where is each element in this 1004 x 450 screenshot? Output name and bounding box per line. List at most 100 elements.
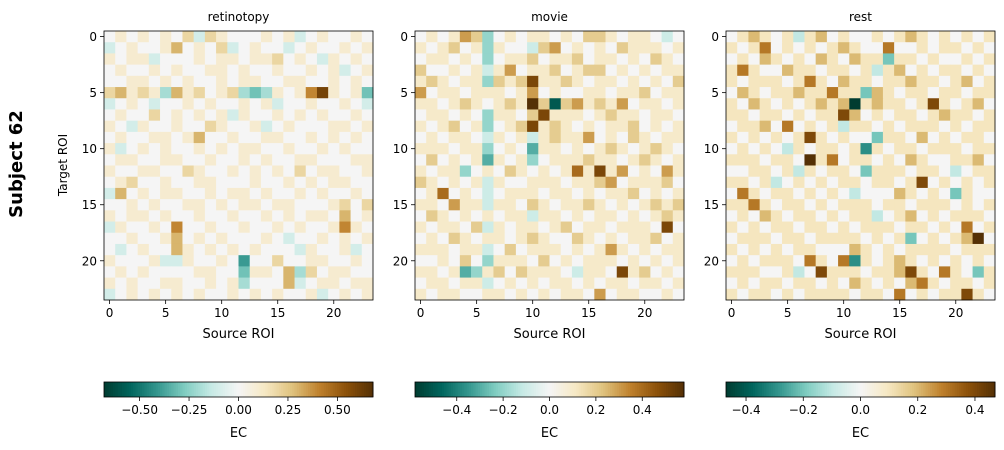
heatmap-cell [216, 165, 228, 178]
heatmap-cell [283, 210, 295, 222]
heatmap-cell [504, 109, 517, 122]
heatmap-cell [571, 131, 584, 144]
heatmap-cell [594, 109, 606, 122]
heatmap-cell [650, 120, 662, 133]
heatmap-cell [549, 98, 562, 110]
heatmap-cell [316, 266, 329, 278]
heatmap-cell [227, 143, 239, 155]
colorbar-segment [294, 382, 298, 397]
colorbar-segment [574, 382, 577, 397]
heatmap-cell [894, 109, 906, 122]
heatmap-cell [759, 266, 772, 278]
heatmap-cell [748, 277, 761, 290]
heatmap-cell [826, 64, 839, 77]
heatmap-cell [759, 64, 772, 77]
heatmap-cell [339, 42, 351, 54]
heatmap-cell [927, 131, 940, 144]
heatmap-cell [627, 288, 640, 301]
heatmap-cell [782, 143, 794, 155]
colorbar-segment [770, 382, 774, 397]
heatmap-cell [137, 143, 150, 155]
heatmap-cell [905, 131, 917, 144]
heatmap-cell [316, 232, 329, 245]
colorbar-segment [491, 382, 494, 397]
heatmap-cell [350, 221, 363, 234]
heatmap-cell [571, 210, 584, 222]
heatmap-cell [983, 199, 996, 211]
heatmap-cell [160, 75, 172, 88]
heatmap-cell [171, 64, 183, 77]
heatmap-cell [571, 31, 584, 43]
heatmap-cell [504, 210, 517, 222]
colorbar-segment [835, 382, 839, 397]
colorbar-segment [301, 382, 305, 397]
heatmap-cell [538, 120, 550, 133]
heatmap-cell [283, 176, 295, 189]
colorbar-segment [238, 382, 242, 397]
heatmap-cell [361, 232, 374, 245]
heatmap-cell [471, 210, 483, 222]
colorbar-segment [748, 382, 752, 397]
heatmap-cell [849, 288, 861, 301]
heatmap-cell [305, 255, 318, 267]
heatmap-cell [672, 277, 685, 290]
heatmap-cell [605, 42, 618, 54]
heatmap-cell [961, 64, 973, 77]
heatmap-cell [471, 53, 483, 66]
heatmap-cell [782, 64, 794, 77]
colorbar-segment [650, 382, 654, 397]
y-tick-label: 5 [400, 86, 408, 100]
heatmap-cell [515, 154, 528, 166]
axes-frame [414, 30, 685, 301]
heatmap-cell [272, 87, 284, 99]
heatmap-cell [571, 266, 584, 278]
heatmap-cell [726, 31, 738, 43]
heatmap-cell [160, 266, 172, 278]
heatmap-cell [782, 232, 794, 245]
heatmap-cell [804, 288, 817, 301]
heatmap-cell [726, 75, 738, 88]
colorbar-segment [777, 382, 781, 397]
heatmap-cell [549, 266, 562, 278]
heatmap-cell [560, 31, 573, 43]
heatmap-cell [283, 98, 295, 110]
heatmap-cell [538, 53, 550, 66]
heatmap-cell [650, 165, 662, 178]
heatmap-cell [339, 199, 351, 211]
heatmap-cell [482, 199, 494, 211]
heatmap-cell [838, 42, 850, 54]
colorbar-segment [923, 382, 927, 397]
heatmap-cell [437, 277, 450, 290]
colorbar-label: EC [541, 426, 558, 441]
colorbar-segment [511, 382, 515, 397]
heatmap-cell [748, 42, 761, 54]
heatmap-cell [770, 53, 783, 66]
heatmap-cell [782, 176, 794, 189]
heatmap-cell [515, 87, 528, 99]
heatmap-cell [126, 232, 139, 245]
colorbar-segment [730, 382, 734, 397]
heatmap-cell [294, 187, 307, 200]
heatmap-cell [616, 120, 629, 133]
heatmap-cell [737, 64, 749, 77]
heatmap-cell [160, 143, 172, 155]
heatmap-cell [193, 277, 206, 290]
heatmap-cell [826, 143, 839, 155]
heatmap-cell [415, 210, 427, 222]
heatmap-cell [894, 176, 906, 189]
heatmap-grid [726, 31, 996, 301]
heatmap-cell [437, 109, 450, 122]
heatmap-cell [104, 154, 116, 166]
heatmap-cell [126, 131, 139, 144]
heatmap-cell [126, 154, 139, 166]
heatmap-cell [137, 131, 150, 144]
heatmap-cell [216, 109, 228, 122]
heatmap-cell [983, 221, 996, 234]
heatmap-cell [672, 165, 685, 178]
colorbar-segment [222, 382, 226, 397]
colorbar-segment [146, 382, 150, 397]
heatmap-cell [726, 199, 738, 211]
heatmap-cell [882, 288, 895, 301]
heatmap-cell [515, 176, 528, 189]
heatmap-cell [905, 154, 917, 166]
